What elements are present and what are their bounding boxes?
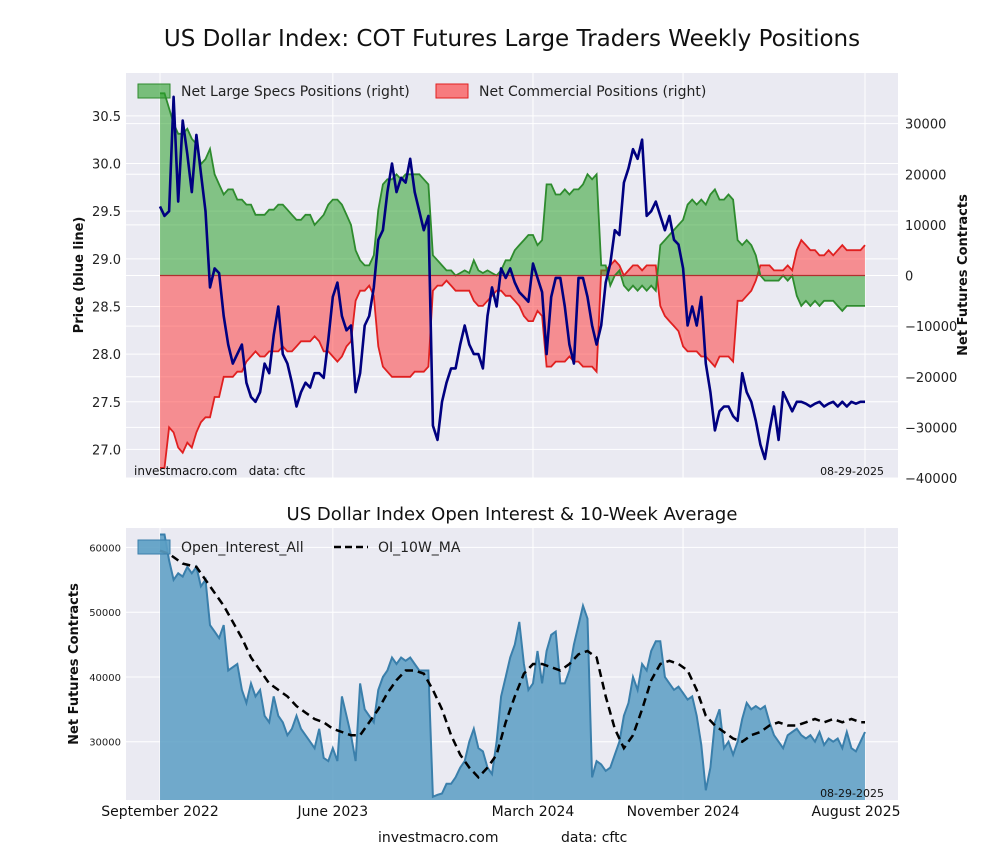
top-right-tick-label: −20000 [905,371,957,386]
bottom-left-axis-label: Net Futures Contracts [67,583,82,745]
top-legend: Net Large Specs Positions (right) Net Co… [137,83,706,100]
top-left-tick-label: 27.5 [92,396,121,411]
top-left-tick-label: 30.5 [92,110,121,125]
large-specs-area [160,93,865,311]
bottom-left-tick-label: 60000 [89,543,121,554]
x-tick-label: November 2024 [627,804,740,820]
legend-swatch-open-interest [137,539,171,555]
large-specs-line [160,92,865,313]
bottom-legend: Open_Interest_All OI_10W_MA [137,539,461,556]
moving-average-line [159,549,865,780]
bottom-left-tick-label: 30000 [89,738,121,749]
bottom-left-tick-label: 40000 [89,673,121,684]
top-right-axis: −40000 −30000 −20000 −10000 0 10000 20000 30000 [905,118,957,487]
x-tick-label: June 2023 [297,804,369,820]
top-right-axis-label: Net Futures Contracts [956,194,971,356]
top-grid [126,73,898,479]
x-tick-label: August 2025 [811,804,900,820]
top-right-tick-label: 0 [905,270,913,285]
footer-source: data: cftc [561,830,627,846]
top-left-axis-label: Price (blue line) [72,217,87,334]
legend-label-commercial: Net Commercial Positions (right) [479,84,706,100]
bottom-x-axis: September 2022 June 2023 March 2024 Novembe… [101,804,900,820]
top-position-areas [160,92,866,469]
top-right-tick-label: 20000 [905,168,946,183]
x-tick-label: September 2022 [101,804,218,820]
top-right-tick-label: 10000 [905,219,946,234]
commercial-area [160,240,865,468]
bottom-left-axis: 30000 40000 50000 60000 [89,543,121,748]
legend-label-moving-average: OI_10W_MA [378,540,461,556]
top-left-tick-label: 30.0 [92,158,121,173]
bottom-date-annotation: 08-29-2025 [820,787,884,800]
bottom-open-interest-area [159,533,866,800]
top-left-tick-label: 27.0 [92,443,121,458]
legend-label-specs: Net Large Specs Positions (right) [181,84,410,100]
top-left-tick-label: 29.0 [92,253,121,268]
legend-swatch-specs [137,83,171,99]
bottom-panel-title: US Dollar Index Open Interest & 10-Week … [287,504,738,525]
legend-label-open-interest: Open_Interest_All [181,540,304,556]
commercial-line [160,238,866,469]
legend-swatch-commercial [435,83,469,99]
price-line [158,95,865,461]
top-left-tick-label: 28.0 [92,348,121,363]
open-interest-area [160,534,865,800]
page-title: US Dollar Index: COT Futures Large Trade… [164,26,860,52]
top-source-annotation: investmacro.com data: cftc [134,464,306,478]
x-tick-label: March 2024 [492,804,575,820]
top-right-tick-label: −10000 [905,320,957,335]
top-right-tick-label: −30000 [905,421,957,436]
open-interest-line [160,533,866,799]
top-right-tick-label: −40000 [905,472,957,487]
footer-site: investmacro.com [378,830,498,846]
top-left-tick-label: 29.5 [92,205,121,220]
top-right-tick-label: 30000 [905,118,946,133]
top-date-annotation: 08-29-2025 [820,465,884,478]
top-left-axis: 27.0 27.5 28.0 28.5 29.0 29.5 30.0 30.5 [92,110,121,459]
top-left-tick-label: 28.5 [92,300,121,315]
top-price-line-group [158,95,865,461]
bottom-left-tick-label: 50000 [89,608,121,619]
